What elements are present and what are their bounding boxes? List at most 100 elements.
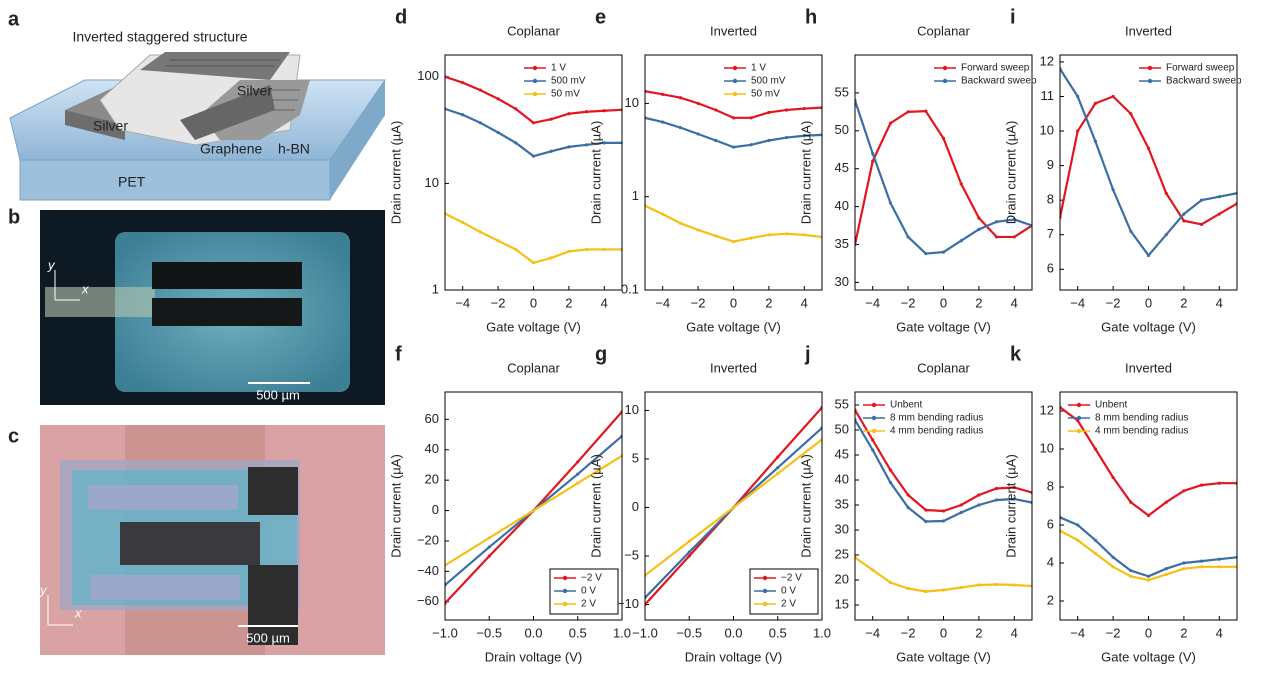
y-tick-label: 60 [425,411,439,426]
plot-frame [854,54,1033,291]
data-point [1093,139,1097,143]
legend-label: 1 V [551,63,566,74]
data-point [802,233,806,237]
data-point [1217,481,1221,485]
x-tick-label: 0.5 [569,625,587,640]
legend-label: 500 mV [551,76,586,87]
plot-area [645,405,822,607]
data-point [696,132,700,136]
data-point [888,468,893,472]
chart-title: Coplanar [917,23,970,38]
legend-marker [562,601,568,607]
x-tick-label: 0 [940,295,947,310]
x-axis-label: Gate voltage (V) [486,319,581,334]
data-point [1200,198,1204,202]
legend-marker [532,91,538,97]
data-point [871,151,875,156]
x-tick-label: −1.0 [432,625,458,640]
legend-marker [732,65,738,71]
data-point [767,138,771,143]
y-tick-label: 40 [425,441,439,456]
data-point [531,121,536,125]
legend-label: 0 V [781,586,796,597]
data-point [906,235,910,239]
x-tick-label: 0 [1145,625,1152,640]
x-tick-label: 0 [730,295,737,310]
data-point [995,582,999,587]
y-tick-label: 6 [1047,516,1054,531]
data-point [977,583,981,587]
x-tick-label: −2 [491,295,506,310]
data-point [1012,217,1016,222]
data-point [549,117,553,121]
y-tick-label: 6 [1047,261,1054,276]
y-tick-label: 35 [835,496,849,511]
x-tick-label: −2 [691,295,706,310]
y-tick-label: 8 [1047,478,1054,493]
data-point [1012,485,1016,490]
plot-area [445,75,622,265]
layer-label: Silver [237,83,272,99]
data-point [995,220,999,224]
x-tick-label: 2 [765,295,772,310]
y-tick-label: 0.1 [621,281,639,296]
legend-marker [762,575,768,581]
y-tick-label: 40 [835,198,849,213]
data-point [977,503,981,507]
layer-label: Silver [93,118,128,134]
data-point [1182,489,1186,493]
data-point [1200,565,1204,569]
x-tick-label: 4 [1011,625,1018,640]
data-point [995,235,999,239]
series-line [1060,95,1237,226]
data-point [749,116,753,120]
legend-marker [942,65,948,71]
y-tick-label: 2 [1047,592,1054,607]
data-point [749,143,753,147]
data-point [767,233,771,237]
data-point [906,586,910,591]
data-point [1146,513,1151,518]
data-point [995,486,999,491]
y-tick-label: 10 [625,95,639,110]
legend-label: 8 mm bending radius [1095,413,1188,424]
photo-c [40,425,385,655]
data-point [602,141,606,145]
legend-label: Backward sweep [961,76,1037,87]
legend-marker [871,415,877,421]
data-point [1076,129,1080,133]
data-point [1012,497,1016,501]
x-tick-label: −4 [655,295,670,310]
data-point [941,519,946,523]
data-point [941,509,946,513]
data-point [1217,212,1221,216]
legend-label: 1 V [751,63,766,74]
chart-title: Coplanar [507,23,560,38]
legend-marker [1076,415,1082,421]
y-tick-label: −20 [417,532,439,547]
data-point [531,508,536,513]
data-point [496,130,500,135]
data-point [776,455,780,459]
y-tick-label: 40 [835,471,849,486]
legend-marker [1147,65,1153,71]
x-tick-label: −0.5 [476,625,502,640]
legend-marker [1147,78,1153,84]
y-tick-label: 55 [835,396,849,411]
y-tick-label: 35 [835,236,849,251]
data-point [461,220,465,225]
data-point [1129,569,1133,573]
series-line [445,75,622,124]
panel-letter: h [805,6,817,28]
data-point [959,510,963,515]
plot-frame [854,391,1033,621]
y-tick-label: 45 [835,160,849,175]
data-point [514,107,518,111]
y-tick-label: 50 [835,122,849,137]
data-point [1111,188,1115,192]
y-tick-label: 10 [625,402,639,417]
data-point [1076,94,1080,99]
data-point [1217,565,1221,569]
y-tick-label: 7 [1047,226,1054,241]
data-point [1111,555,1115,559]
